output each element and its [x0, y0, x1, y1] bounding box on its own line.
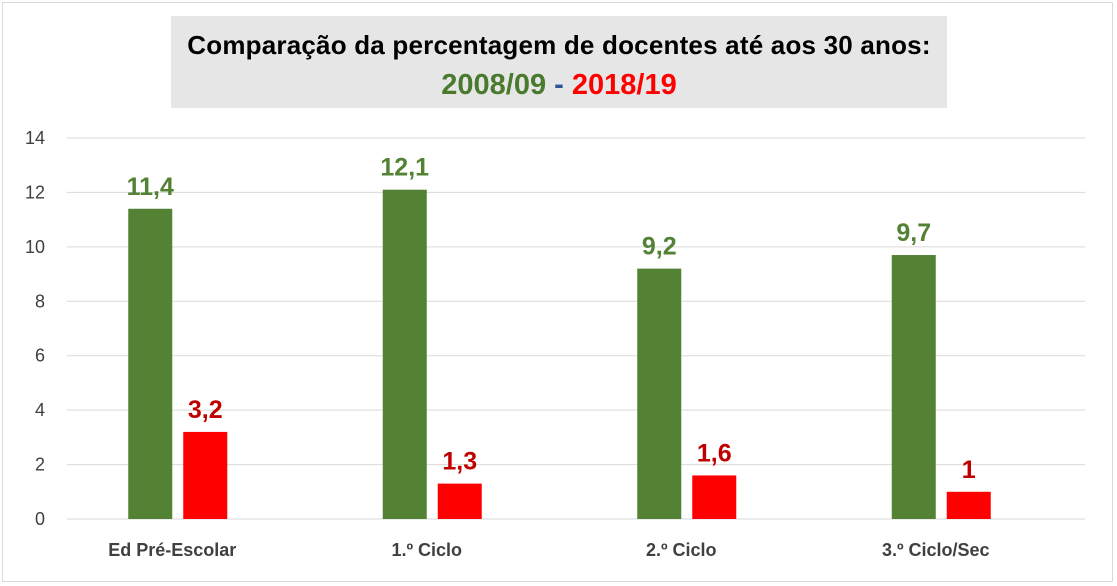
bar-series2 — [183, 431, 228, 519]
subtitle-series1: 2008/09 — [441, 69, 547, 101]
data-label: 11,4 — [127, 173, 174, 201]
subtitle-separator: - — [554, 69, 564, 101]
bar-series1 — [891, 255, 936, 519]
y-tick-label: 2 — [35, 455, 45, 475]
chart-title: Comparação da percentagem de docentes at… — [187, 30, 931, 60]
bar-series2 — [437, 483, 482, 519]
x-tick-label: 2.º Ciclo — [646, 540, 717, 560]
x-tick-label: 1.º Ciclo — [391, 540, 462, 560]
chart-subtitle: 2008/09 - 2018/19 — [171, 69, 947, 102]
data-label: 1 — [962, 456, 976, 484]
data-label: 9,7 — [896, 219, 931, 247]
data-label: 1,3 — [442, 448, 477, 476]
x-tick-label: 3.º Ciclo/Sec — [882, 540, 990, 560]
data-label: 12,1 — [380, 154, 429, 182]
data-label: 1,6 — [697, 439, 732, 467]
x-tick-label: Ed Pré-Escolar — [108, 540, 236, 560]
y-tick-label: 10 — [25, 237, 45, 257]
chart-title-box: Comparação da percentagem de docentes at… — [171, 16, 947, 108]
bar-series1 — [128, 208, 173, 519]
bar-series1 — [382, 189, 427, 519]
y-tick-label: 14 — [25, 128, 45, 148]
y-tick-label: 4 — [35, 400, 45, 420]
data-label: 3,2 — [188, 396, 223, 424]
subtitle-series2: 2018/19 — [571, 69, 677, 101]
y-tick-label: 8 — [35, 291, 45, 311]
y-tick-label: 6 — [35, 346, 45, 366]
y-tick-label: 12 — [25, 182, 45, 202]
bar-series2 — [946, 491, 991, 519]
data-label: 9,2 — [642, 233, 677, 261]
bar-series2 — [692, 475, 737, 519]
bar-series1 — [637, 268, 682, 519]
y-tick-label: 0 — [35, 509, 45, 529]
